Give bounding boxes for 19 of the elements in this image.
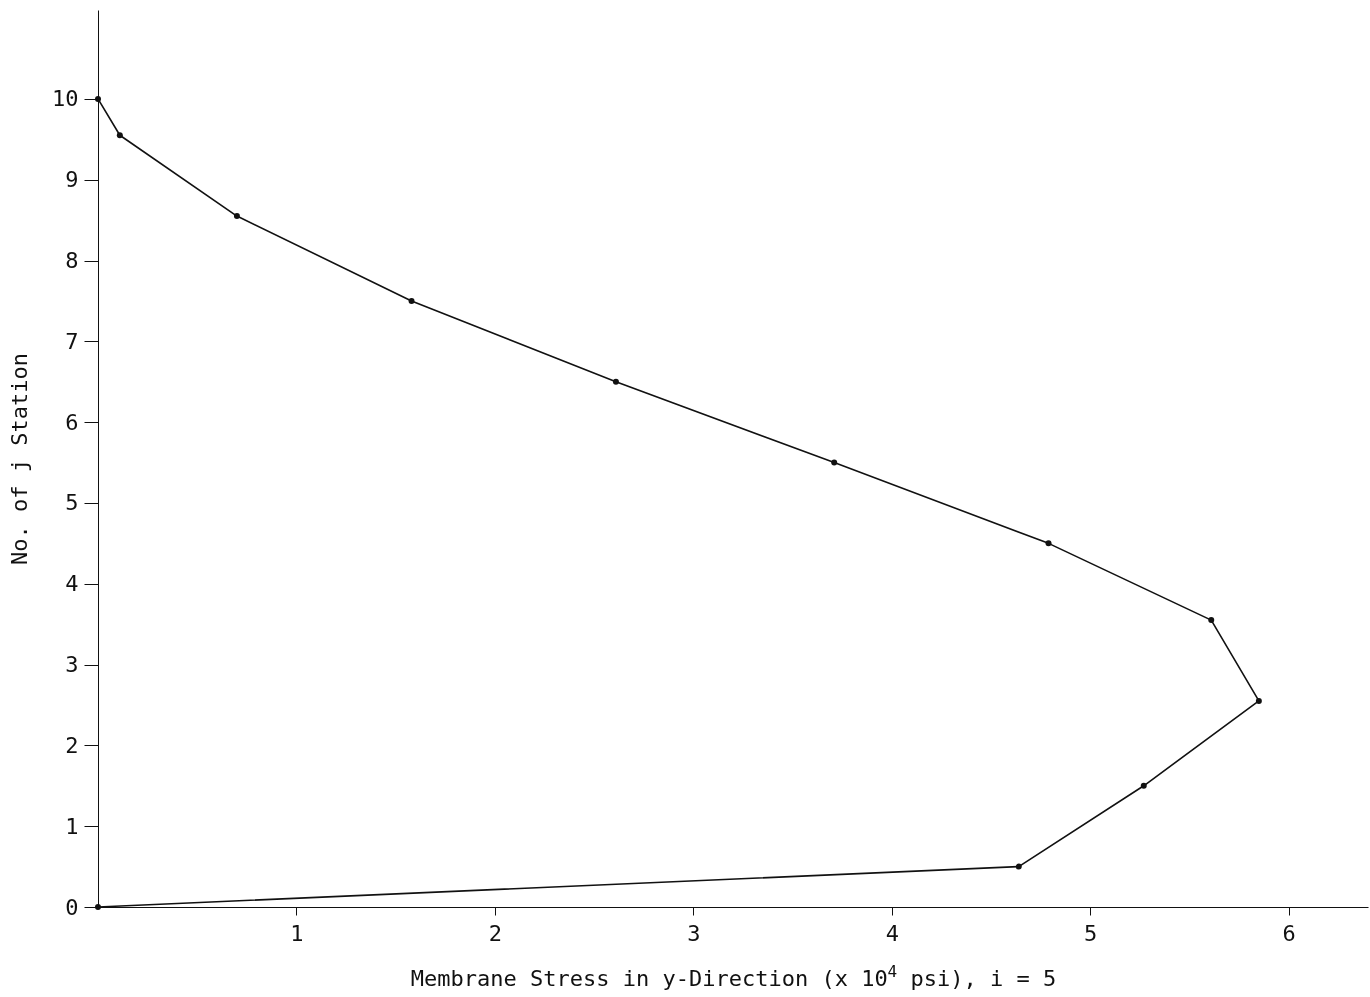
y-tick-label: 1 <box>65 813 79 839</box>
y-tick-label: 9 <box>65 167 79 193</box>
y-tick-label: 8 <box>65 248 79 274</box>
x-tick-label: 5 <box>1084 920 1098 946</box>
y-tick-label: 6 <box>65 409 79 435</box>
y-tick-label: 3 <box>65 652 79 678</box>
y-tick-label: 5 <box>65 490 79 516</box>
y-tick-label: 4 <box>65 571 79 597</box>
x-axis-title: Membrane Stress in y-Direction (x 10$^{4}$ psi), i = 5 <box>410 961 1057 991</box>
y-tick-label: 2 <box>65 732 79 758</box>
y-tick-label: 7 <box>65 328 79 354</box>
y-tick-label: 10 <box>52 86 79 112</box>
x-tick-label: 6 <box>1282 920 1296 946</box>
y-axis-title: No. of j Station <box>7 353 33 565</box>
x-tick-label: 1 <box>290 920 304 946</box>
y-tick-label: 0 <box>65 894 79 920</box>
x-tick-label: 4 <box>885 920 899 946</box>
x-tick-label: 3 <box>687 920 701 946</box>
x-tick-label: 2 <box>488 920 502 946</box>
